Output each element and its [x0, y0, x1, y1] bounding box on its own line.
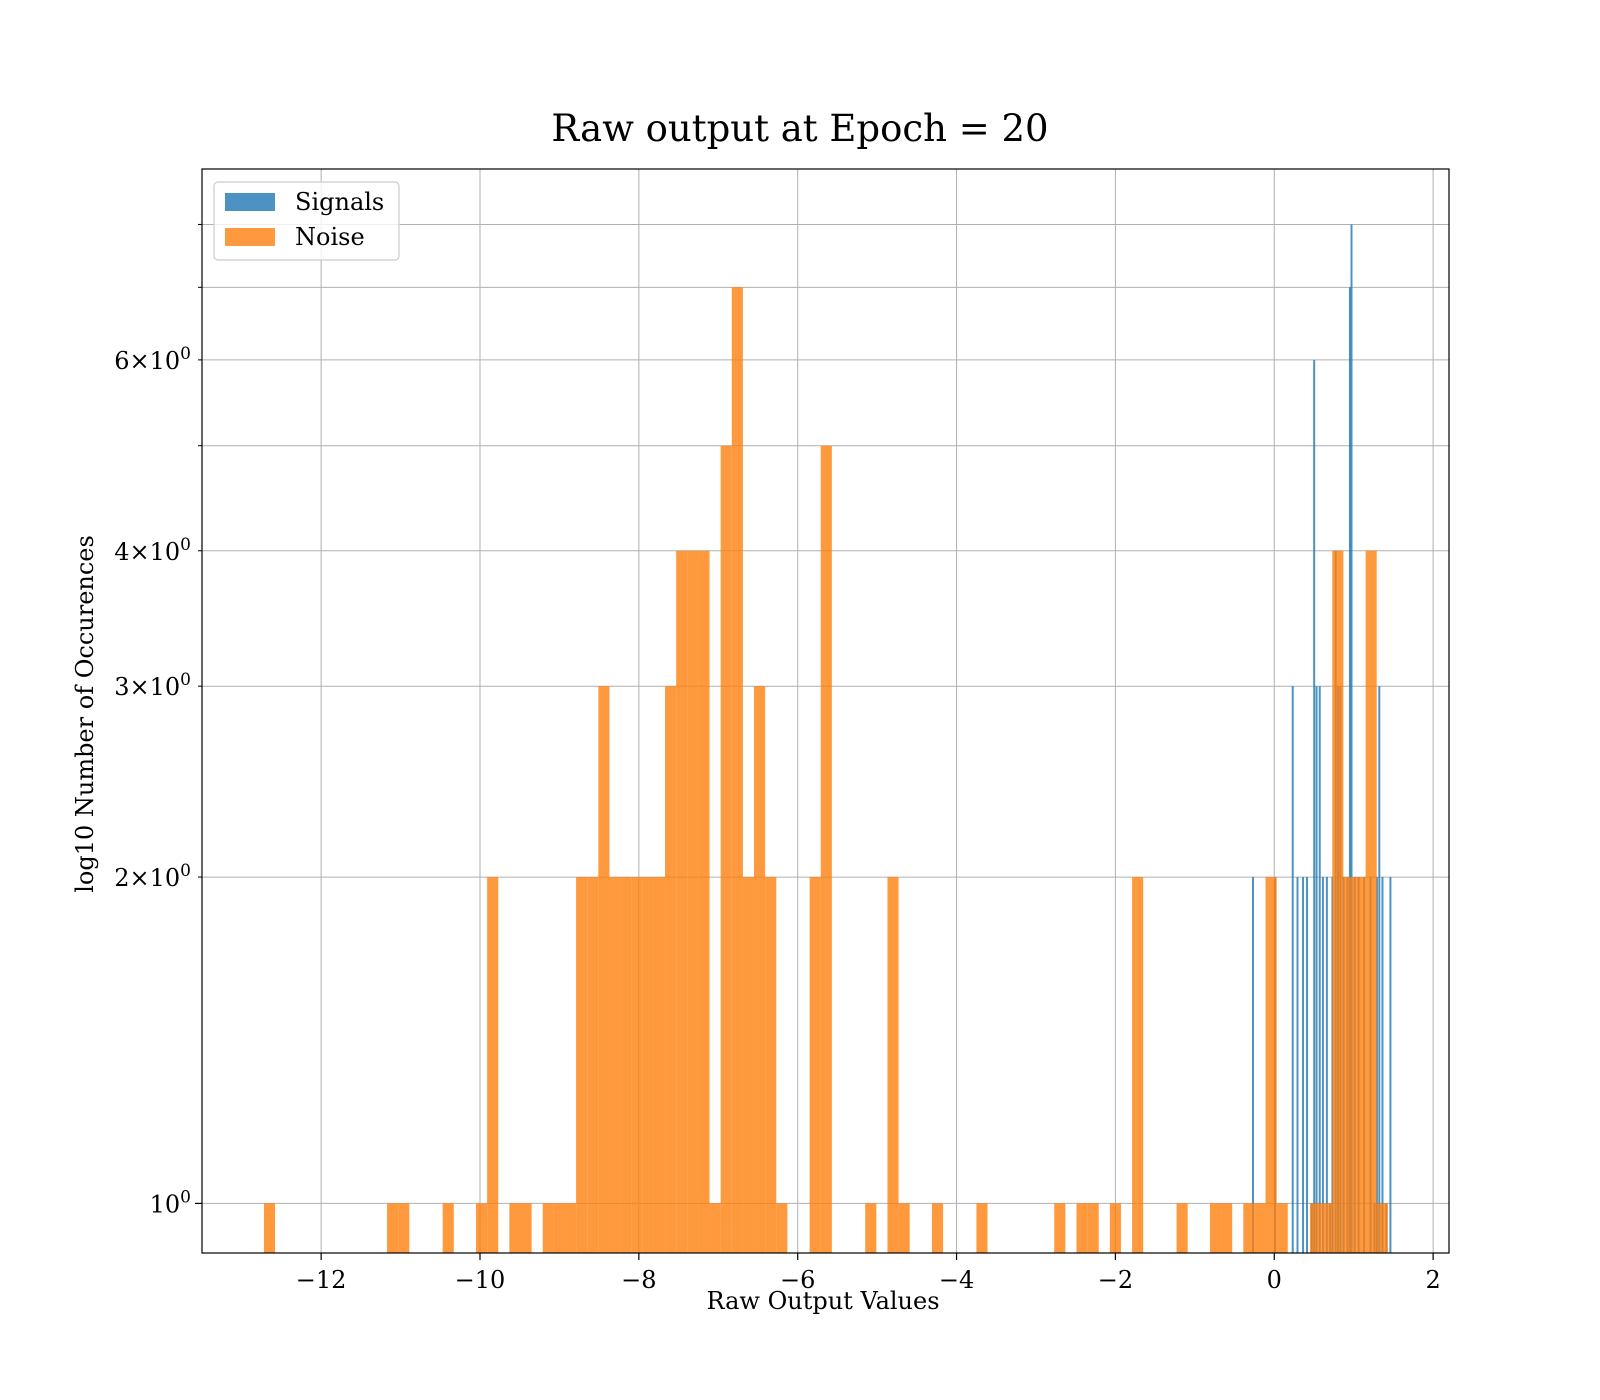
- histogram-bar-noise: [398, 1203, 410, 1253]
- axes-frame: [201, 168, 1450, 1254]
- histogram-bar-noise: [1343, 877, 1355, 1253]
- histogram-bar-signals: [1325, 877, 1328, 1253]
- legend-swatch-noise: [225, 228, 275, 246]
- histogram-bar-noise: [387, 1203, 399, 1253]
- histogram-bar-noise: [765, 877, 777, 1253]
- x-tick-label: −12: [296, 1266, 347, 1294]
- histogram-bar-noise: [598, 686, 610, 1253]
- histogram-bar-signals: [1318, 686, 1321, 1253]
- x-tick-label: −8: [621, 1266, 656, 1294]
- histogram-bar-signals: [1321, 877, 1324, 1253]
- histogram-bar-noise: [1354, 877, 1366, 1253]
- histogram-bar-noise: [1054, 1203, 1066, 1253]
- histogram-bar-noise: [1332, 550, 1344, 1253]
- y-axis-label: log10 Number of Occurences: [71, 535, 99, 893]
- x-tick-label: −4: [939, 1266, 974, 1294]
- histogram-bar-noise: [676, 550, 688, 1253]
- histogram-bar-noise: [1254, 1203, 1266, 1253]
- histogram-bar-noise: [820, 445, 832, 1253]
- histogram-bar-signals: [1302, 877, 1305, 1253]
- histogram-bar-noise: [442, 1203, 454, 1253]
- histogram-bar-noise: [976, 1203, 988, 1253]
- x-tick-label: 2: [1425, 1266, 1440, 1294]
- histogram-bar-noise: [1310, 1203, 1322, 1253]
- histogram-bar-signals: [1350, 224, 1353, 1253]
- histogram-bar-noise: [520, 1203, 532, 1253]
- x-tick-label: 0: [1267, 1266, 1282, 1294]
- histogram-bar-noise: [653, 877, 666, 1253]
- histogram-bar-noise: [1276, 1203, 1288, 1253]
- histogram-bar-signals: [1381, 877, 1384, 1253]
- y-tick-label: 2×100: [114, 861, 191, 892]
- histogram-bar-noise: [1376, 1203, 1388, 1253]
- histogram-bar-signals: [1389, 877, 1392, 1253]
- histogram-bar-noise: [1221, 1203, 1233, 1253]
- histogram-bar-noise: [576, 877, 588, 1253]
- legend: Signals Noise: [213, 181, 400, 261]
- y-tick-label: 4×100: [114, 535, 191, 566]
- histogram-bar-noise: [564, 1203, 577, 1253]
- histogram-bar-signals: [1315, 686, 1318, 1253]
- histogram-bar-signals: [1252, 877, 1255, 1253]
- histogram-bar-signals: [1348, 287, 1351, 1253]
- histogram-bar-noise: [742, 877, 755, 1253]
- histogram-bar-signals: [1296, 877, 1299, 1253]
- x-tick-label: −10: [455, 1266, 506, 1294]
- y-tick-label: 6×100: [114, 344, 191, 375]
- histogram-bar-noise: [509, 1203, 521, 1253]
- x-tick-label: −6: [780, 1266, 815, 1294]
- histogram-bar-signals: [1306, 877, 1309, 1253]
- histogram-bar-noise: [687, 550, 699, 1253]
- histogram-bar-noise: [1321, 1203, 1333, 1253]
- histogram-bar-noise: [698, 550, 710, 1253]
- legend-label-signals: Signals: [295, 188, 384, 216]
- histogram-bar-noise: [1132, 877, 1144, 1253]
- y-tick-label: 3×100: [114, 670, 191, 701]
- histogram-bar-noise: [887, 877, 899, 1253]
- histogram-bar-signals: [1313, 359, 1316, 1253]
- histogram-bar-noise: [642, 877, 654, 1253]
- histogram-bar-noise: [1209, 1203, 1222, 1253]
- histogram-bar-noise: [931, 1203, 944, 1253]
- histogram-bar-noise: [1265, 877, 1277, 1253]
- histogram-bar-noise: [665, 686, 677, 1253]
- x-axis-label: Raw Output Values: [706, 1287, 939, 1315]
- histogram-bar-noise: [631, 877, 643, 1253]
- histogram-bar-noise: [587, 877, 599, 1253]
- histogram-bar-noise: [865, 1203, 877, 1253]
- histogram-bar-noise: [720, 445, 732, 1253]
- histogram-bar-noise: [1243, 1203, 1255, 1253]
- histogram-bar-noise: [1087, 1203, 1099, 1253]
- histogram-bar-noise: [609, 877, 621, 1253]
- histogram-bar-signals: [1378, 686, 1381, 1253]
- histogram-bar-noise: [1365, 550, 1377, 1253]
- histogram-bar-noise: [1076, 1203, 1088, 1253]
- histogram-bar-noise: [542, 1203, 554, 1253]
- histogram-bar-noise: [1176, 1203, 1188, 1253]
- x-tick-label: −2: [1098, 1266, 1133, 1294]
- histogram-bar-noise: [898, 1203, 910, 1253]
- histogram-bar-noise: [476, 1203, 488, 1253]
- histogram-bar-noise: [809, 877, 821, 1253]
- histogram-bar-noise: [553, 1203, 565, 1253]
- histogram-bar-noise: [731, 287, 743, 1253]
- histogram-bar-noise: [487, 877, 499, 1253]
- histogram-bar-noise: [776, 1203, 788, 1253]
- histogram-bar-noise: [709, 1203, 721, 1253]
- legend-swatch-signals: [225, 193, 275, 211]
- histogram-bar-noise: [1109, 1203, 1121, 1253]
- histogram-bar-signals: [1291, 686, 1294, 1253]
- histogram-bar-signals: [1375, 877, 1378, 1253]
- chart-title: Raw output at Epoch = 20: [551, 107, 1048, 150]
- histogram-bar-noise: [754, 686, 766, 1253]
- histogram-bar-noise: [620, 877, 632, 1253]
- histogram-bar-noise: [263, 1203, 276, 1253]
- legend-label-noise: Noise: [295, 223, 365, 251]
